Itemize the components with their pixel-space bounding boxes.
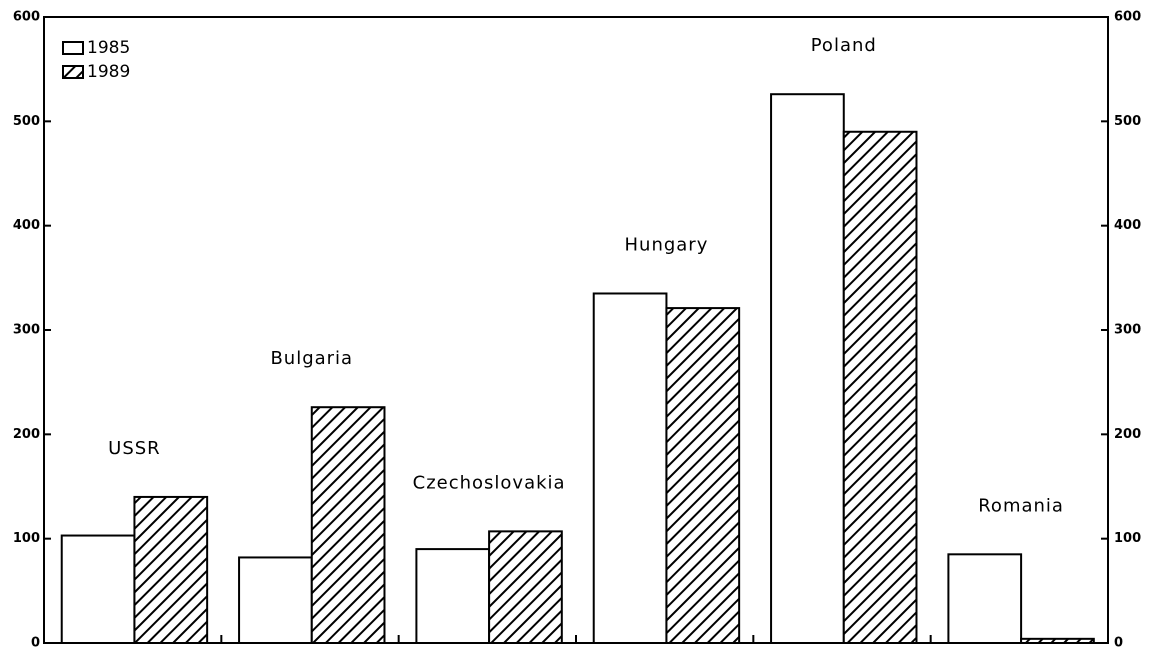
- bar: [665, 307, 741, 644]
- y2-tick-label: 200: [1114, 427, 1141, 442]
- bar: [488, 530, 563, 645]
- y2-tick-label: 600: [1114, 10, 1141, 25]
- y2-tick-label: 400: [1114, 218, 1141, 233]
- legend-label: 1989: [87, 62, 130, 82]
- bar: [238, 556, 313, 644]
- legend-swatch: [62, 41, 84, 55]
- y-tick-label: 600: [13, 10, 40, 25]
- y-tick-label: 400: [13, 218, 40, 233]
- category-label: Hungary: [625, 234, 709, 255]
- y2-tick-label: 100: [1114, 531, 1141, 546]
- y2-tick-label: 0: [1114, 636, 1123, 648]
- legend-swatch: [62, 65, 84, 79]
- bar: [310, 406, 386, 644]
- bar: [842, 130, 918, 644]
- bar: [133, 495, 209, 644]
- y-tick-label: 500: [13, 114, 40, 129]
- bar: [592, 292, 668, 644]
- y2-tick-label: 500: [1114, 114, 1141, 129]
- y-tick-label: 0: [31, 636, 40, 648]
- category-label: Poland: [811, 35, 877, 56]
- bar: [415, 548, 491, 644]
- category-label: Bulgaria: [270, 348, 353, 369]
- bar: [770, 93, 845, 644]
- bar: [947, 553, 1023, 644]
- y2-tick-label: 300: [1114, 323, 1141, 338]
- category-label: Romania: [978, 495, 1064, 516]
- category-label: USSR: [108, 438, 161, 459]
- y-tick-label: 200: [13, 427, 40, 442]
- y-tick-label: 300: [13, 323, 40, 338]
- category-label: Czechoslovakia: [413, 472, 566, 493]
- legend-label: 1985: [87, 38, 130, 58]
- y-tick-label: 100: [13, 531, 40, 546]
- bar: [1020, 637, 1095, 644]
- bar: [60, 534, 136, 645]
